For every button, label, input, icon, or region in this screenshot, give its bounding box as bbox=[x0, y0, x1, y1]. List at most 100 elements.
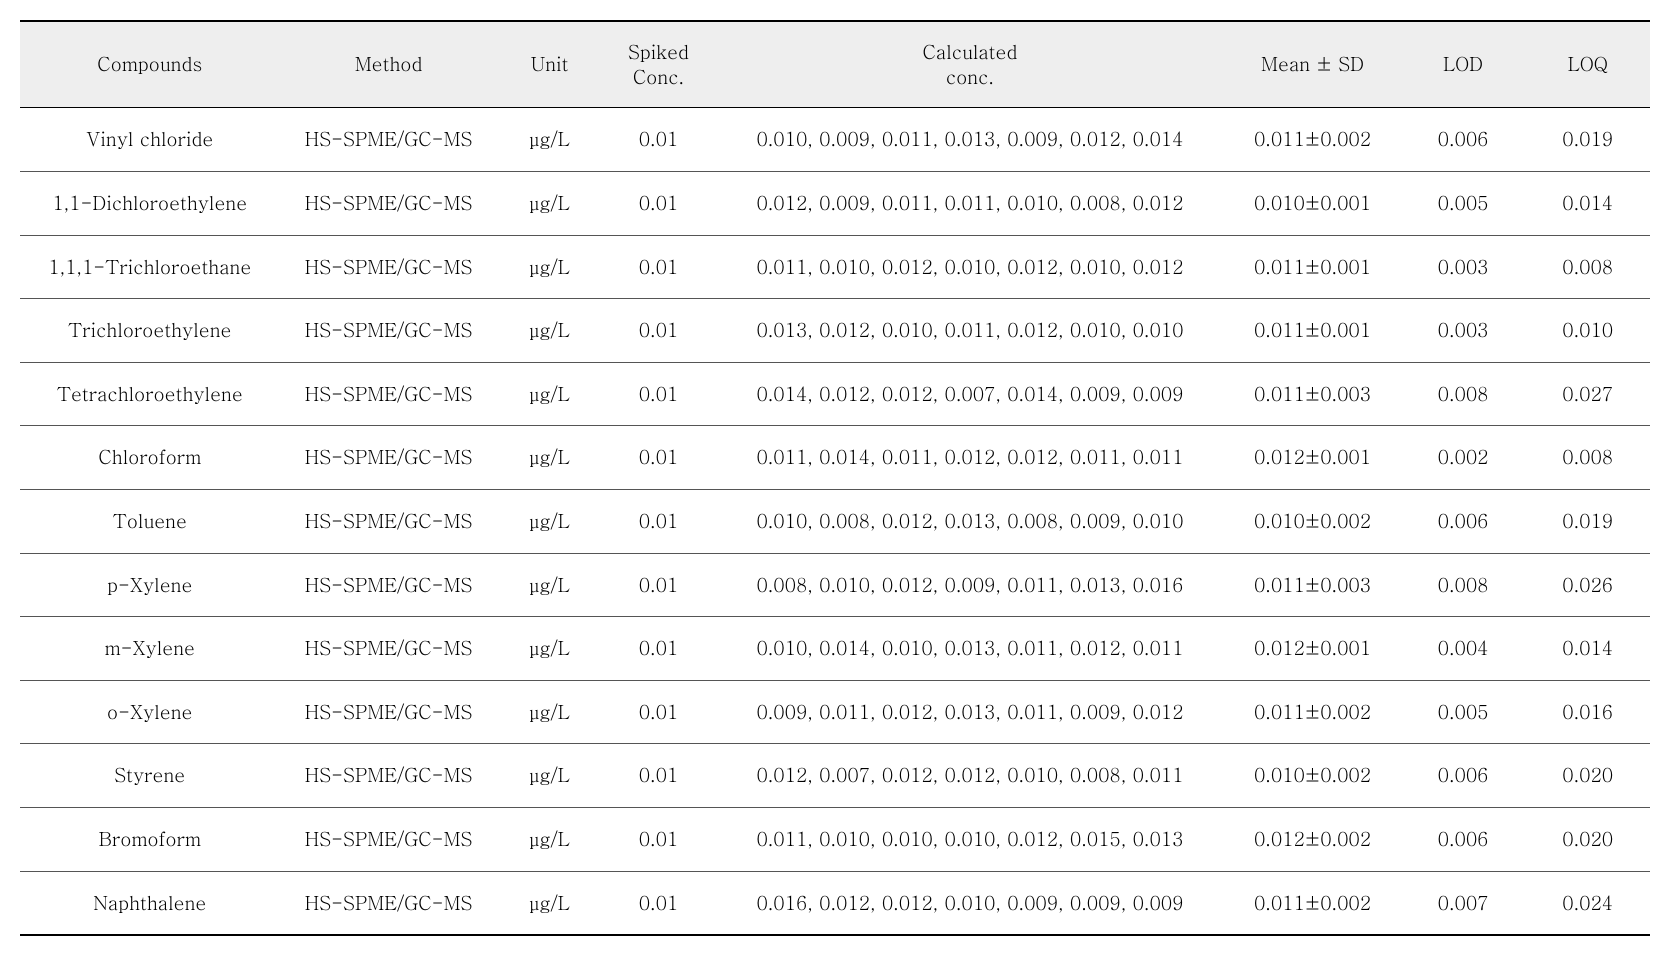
table-row: Vinyl chlorideHS-SPME/GC-MSµg/L0.010.010… bbox=[20, 108, 1650, 172]
cell-spiked: 0.01 bbox=[601, 617, 715, 681]
cell-spiked: 0.01 bbox=[601, 108, 715, 172]
cell-unit: µg/L bbox=[498, 171, 602, 235]
cell-method: HS-SPME/GC-MS bbox=[280, 553, 498, 617]
header-lod: LOD bbox=[1401, 21, 1526, 108]
cell-mean: 0.011±0.003 bbox=[1224, 553, 1400, 617]
cell-mean: 0.011±0.002 bbox=[1224, 108, 1400, 172]
cell-unit: µg/L bbox=[498, 871, 602, 935]
cell-method: HS-SPME/GC-MS bbox=[280, 426, 498, 490]
cell-mean: 0.011±0.003 bbox=[1224, 362, 1400, 426]
cell-lod: 0.005 bbox=[1401, 171, 1526, 235]
cell-compound: Tetrachloroethylene bbox=[20, 362, 280, 426]
table-row: TolueneHS-SPME/GC-MSµg/L0.010.010, 0.008… bbox=[20, 489, 1650, 553]
cell-spiked: 0.01 bbox=[601, 871, 715, 935]
cell-compound: Trichloroethylene bbox=[20, 299, 280, 363]
cell-lod: 0.007 bbox=[1401, 871, 1526, 935]
cell-mean: 0.011±0.001 bbox=[1224, 235, 1400, 299]
cell-compound: o-Xylene bbox=[20, 680, 280, 744]
header-method: Method bbox=[280, 21, 498, 108]
header-loq: LOQ bbox=[1525, 21, 1650, 108]
cell-calc: 0.010, 0.014, 0.010, 0.013, 0.011, 0.012… bbox=[716, 617, 1225, 681]
cell-unit: µg/L bbox=[498, 108, 602, 172]
cell-mean: 0.010±0.002 bbox=[1224, 489, 1400, 553]
cell-method: HS-SPME/GC-MS bbox=[280, 299, 498, 363]
table-row: 1,1-DichloroethyleneHS-SPME/GC-MSµg/L0.0… bbox=[20, 171, 1650, 235]
cell-method: HS-SPME/GC-MS bbox=[280, 744, 498, 808]
cell-lod: 0.008 bbox=[1401, 553, 1526, 617]
cell-lod: 0.004 bbox=[1401, 617, 1526, 681]
cell-loq: 0.027 bbox=[1525, 362, 1650, 426]
cell-method: HS-SPME/GC-MS bbox=[280, 171, 498, 235]
cell-spiked: 0.01 bbox=[601, 489, 715, 553]
cell-loq: 0.024 bbox=[1525, 871, 1650, 935]
header-mean: Mean ± SD bbox=[1224, 21, 1400, 108]
cell-spiked: 0.01 bbox=[601, 553, 715, 617]
cell-method: HS-SPME/GC-MS bbox=[280, 871, 498, 935]
cell-compound: Chloroform bbox=[20, 426, 280, 490]
cell-loq: 0.020 bbox=[1525, 807, 1650, 871]
table-header: CompoundsMethodUnitSpikedConc.Calculated… bbox=[20, 21, 1650, 108]
cell-loq: 0.019 bbox=[1525, 108, 1650, 172]
table-row: TrichloroethyleneHS-SPME/GC-MSµg/L0.010.… bbox=[20, 299, 1650, 363]
cell-compound: Toluene bbox=[20, 489, 280, 553]
header-compound: Compounds bbox=[20, 21, 280, 108]
cell-lod: 0.006 bbox=[1401, 744, 1526, 808]
cell-method: HS-SPME/GC-MS bbox=[280, 362, 498, 426]
cell-lod: 0.003 bbox=[1401, 235, 1526, 299]
table-row: p-XyleneHS-SPME/GC-MSµg/L0.010.008, 0.01… bbox=[20, 553, 1650, 617]
cell-method: HS-SPME/GC-MS bbox=[280, 680, 498, 744]
cell-unit: µg/L bbox=[498, 553, 602, 617]
cell-mean: 0.011±0.002 bbox=[1224, 871, 1400, 935]
cell-lod: 0.005 bbox=[1401, 680, 1526, 744]
cell-unit: µg/L bbox=[498, 489, 602, 553]
cell-spiked: 0.01 bbox=[601, 680, 715, 744]
table-row: StyreneHS-SPME/GC-MSµg/L0.010.012, 0.007… bbox=[20, 744, 1650, 808]
table-row: TetrachloroethyleneHS-SPME/GC-MSµg/L 0.01… bbox=[20, 362, 1650, 426]
cell-calc: 0.013, 0.012, 0.010, 0.011, 0.012, 0.010… bbox=[716, 299, 1225, 363]
cell-loq: 0.010 bbox=[1525, 299, 1650, 363]
cell-unit: µg/L bbox=[498, 617, 602, 681]
cell-method: HS-SPME/GC-MS bbox=[280, 235, 498, 299]
cell-mean: 0.011±0.001 bbox=[1224, 299, 1400, 363]
cell-mean: 0.010±0.002 bbox=[1224, 744, 1400, 808]
cell-spiked: 0.01 bbox=[601, 744, 715, 808]
cell-lod: 0.006 bbox=[1401, 489, 1526, 553]
cell-calc: 0.010, 0.008, 0.012, 0.013, 0.008, 0.009… bbox=[716, 489, 1225, 553]
cell-calc: 0.016, 0.012, 0.012, 0.010, 0.009, 0.009… bbox=[716, 871, 1225, 935]
cell-mean: 0.012±0.001 bbox=[1224, 426, 1400, 490]
cell-compound: Styrene bbox=[20, 744, 280, 808]
table-row: NaphthaleneHS-SPME/GC-MSµg/L0.010.016, 0… bbox=[20, 871, 1650, 935]
table-row: m-XyleneHS-SPME/GC-MSµg/L0.010.010, 0.01… bbox=[20, 617, 1650, 681]
cell-unit: µg/L bbox=[498, 362, 602, 426]
data-table: CompoundsMethodUnitSpikedConc.Calculated… bbox=[20, 20, 1650, 936]
header-unit: Unit bbox=[498, 21, 602, 108]
cell-lod: 0.002 bbox=[1401, 426, 1526, 490]
cell-lod: 0.006 bbox=[1401, 807, 1526, 871]
cell-compound: m-Xylene bbox=[20, 617, 280, 681]
cell-loq: 0.014 bbox=[1525, 171, 1650, 235]
cell-calc: 0.011, 0.010, 0.012, 0.010, 0.012, 0.010… bbox=[716, 235, 1225, 299]
table-row: o-XyleneHS-SPME/GC-MSµg/L0.010.009, 0.01… bbox=[20, 680, 1650, 744]
cell-method: HS-SPME/GC-MS bbox=[280, 108, 498, 172]
cell-mean: 0.012±0.001 bbox=[1224, 617, 1400, 681]
cell-loq: 0.008 bbox=[1525, 426, 1650, 490]
header-row: CompoundsMethodUnitSpikedConc.Calculated… bbox=[20, 21, 1650, 108]
cell-lod: 0.003 bbox=[1401, 299, 1526, 363]
cell-spiked: 0.01 bbox=[601, 426, 715, 490]
table-body: Vinyl chlorideHS-SPME/GC-MSµg/L0.010.010… bbox=[20, 108, 1650, 935]
cell-calc: 0.009, 0.011, 0.012, 0.013, 0.011, 0.009… bbox=[716, 680, 1225, 744]
cell-lod: 0.008 bbox=[1401, 362, 1526, 426]
cell-calc: 0.010, 0.009, 0.011, 0.013, 0.009, 0.012… bbox=[716, 108, 1225, 172]
cell-lod: 0.006 bbox=[1401, 108, 1526, 172]
cell-calc: 0.014, 0.012, 0.012, 0.007, 0.014, 0.009… bbox=[716, 362, 1225, 426]
cell-compound: Bromoform bbox=[20, 807, 280, 871]
cell-compound: Vinyl chloride bbox=[20, 108, 280, 172]
cell-loq: 0.008 bbox=[1525, 235, 1650, 299]
cell-mean: 0.011±0.002 bbox=[1224, 680, 1400, 744]
cell-unit: µg/L bbox=[498, 299, 602, 363]
cell-loq: 0.014 bbox=[1525, 617, 1650, 681]
cell-method: HS-SPME/GC-MS bbox=[280, 489, 498, 553]
cell-unit: µg/L bbox=[498, 807, 602, 871]
cell-spiked: 0.01 bbox=[601, 171, 715, 235]
cell-unit: µg/L bbox=[498, 426, 602, 490]
